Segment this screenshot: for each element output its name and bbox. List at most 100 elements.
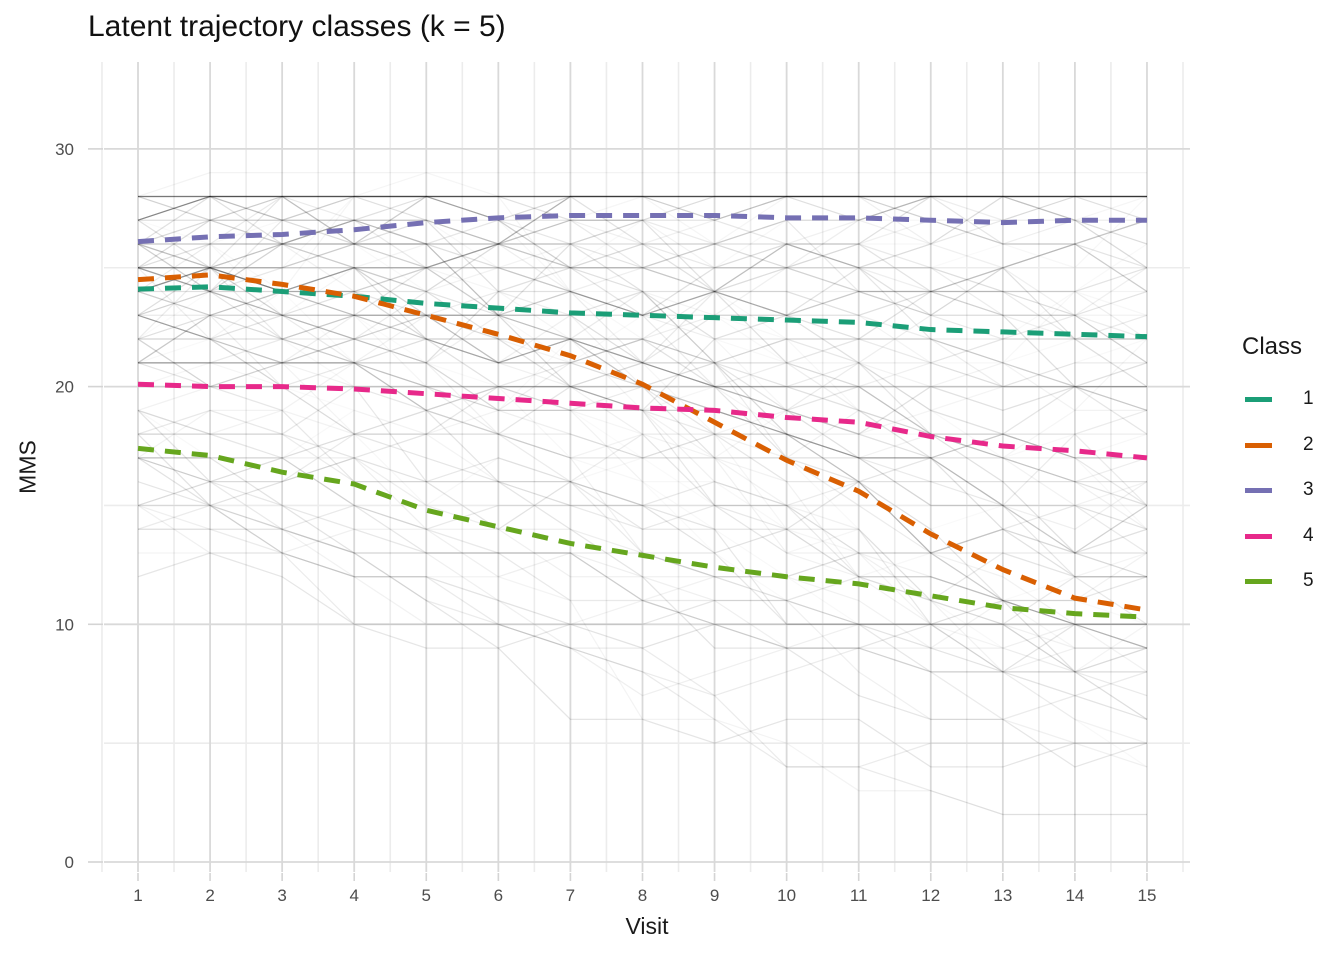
class-3-trajectory-line [137, 212, 1147, 245]
individual-trajectory [137, 338, 1148, 530]
individual-trajectory [137, 314, 1148, 507]
legend-item-class-1: 1 [1245, 388, 1314, 410]
individual-trajectory [137, 195, 1147, 221]
individual-trajectory [137, 219, 1148, 388]
x-tick-label: 11 [850, 886, 868, 905]
legend-title: Class [1242, 333, 1303, 360]
legend-label: 2 [1303, 434, 1314, 455]
legend-label: 4 [1303, 525, 1314, 546]
individual-trajectory [137, 267, 1148, 364]
individual-trajectory [137, 267, 1147, 388]
legend-key-dash-icon [1245, 578, 1272, 584]
individual-trajectory [137, 385, 1148, 554]
individual-trajectory [137, 195, 1148, 293]
individual-trajectory [138, 195, 1147, 221]
individual-trajectory [137, 219, 1148, 364]
individual-trajectory [137, 195, 1148, 340]
legend-item-class-5: 5 [1245, 570, 1314, 592]
individual-trajectory [138, 338, 1148, 554]
individual-trajectory [137, 195, 1148, 269]
class-1-trajectory-line [137, 284, 1148, 340]
individual-trajectory [138, 243, 1147, 340]
individual-trajectory [137, 195, 1148, 245]
x-tick-label: 3 [277, 886, 286, 905]
class-2-trajectory-line [137, 272, 1148, 613]
individual-trajectory [137, 409, 1148, 649]
legend-key-dash-icon [1245, 533, 1272, 539]
individual-trajectory [138, 195, 1148, 340]
individual-trajectory [137, 195, 1147, 269]
individual-trajectory [138, 195, 1148, 554]
individual-trajectory [138, 314, 1147, 388]
individual-trajectory [137, 219, 1148, 625]
individual-trajectory [138, 504, 1147, 816]
x-tick-label: 5 [422, 886, 431, 905]
legend-item-class-2: 2 [1245, 434, 1314, 456]
individual-trajectory [137, 314, 1147, 435]
individual-trajectory [137, 195, 1148, 269]
individual-trajectory [137, 338, 1147, 388]
individual-trajectory [138, 433, 1148, 554]
individual-trajectory [137, 219, 1148, 340]
individual-trajectory [137, 504, 1148, 649]
individual-trajectory [138, 195, 1148, 578]
legend-key-dash-icon [1245, 396, 1272, 402]
gridlines-major [104, 62, 1190, 872]
legend-label: 3 [1303, 479, 1314, 500]
individual-trajectory [137, 243, 1148, 340]
class-5-trajectory-line [137, 445, 1148, 620]
x-tick-label: 4 [349, 886, 358, 905]
individual-trajectory [138, 528, 1148, 649]
individual-trajectory [138, 457, 1148, 720]
individual-trajectory [137, 243, 1148, 316]
individual-trajectory [138, 362, 1148, 649]
legend-key-dash-icon [1245, 442, 1272, 448]
x-tick-label: 6 [494, 886, 503, 905]
plot-title: Latent trajectory classes (k = 5) [88, 10, 506, 43]
individual-trajectory [137, 195, 1147, 316]
individual-trajectory [138, 528, 1147, 768]
x-tick-label: 7 [566, 886, 575, 905]
y-tick-label: 10 [55, 615, 74, 634]
x-tick-label: 1 [133, 886, 142, 905]
individual-trajectory [138, 195, 1147, 269]
individual-trajectory [137, 195, 1147, 269]
individual-trajectory [138, 362, 1147, 578]
x-tick-label: 13 [993, 886, 1012, 905]
x-tick-label: 12 [921, 886, 940, 905]
individual-trajectory [137, 338, 1148, 483]
individual-trajectory [138, 195, 1148, 293]
individual-trajectory [137, 552, 1148, 649]
individual-trajectory [138, 219, 1147, 459]
individual-trajectory [137, 338, 1148, 720]
gridlines-minor [101, 62, 1190, 872]
individual-trajectory [137, 195, 1147, 269]
individual-trajectory [137, 480, 1148, 697]
individual-trajectory [137, 267, 1147, 578]
individual-trajectory [137, 172, 1147, 198]
individual-trajectory [137, 195, 1148, 317]
x-tick-label: 2 [205, 886, 214, 905]
individual-trajectory [137, 195, 1148, 293]
x-tick-label: 9 [710, 886, 719, 905]
individual-trajectory [137, 504, 1147, 697]
y-axis-title: MMS [14, 440, 41, 494]
y-tick-label: 20 [55, 378, 74, 397]
x-axis-title: Visit [625, 913, 669, 939]
individual-trajectory [137, 433, 1147, 673]
legend-label: 5 [1303, 570, 1314, 591]
x-tick-label: 14 [1065, 886, 1084, 905]
legend-label: 1 [1303, 388, 1314, 409]
individual-trajectory [137, 267, 1148, 388]
individual-trajectory [137, 195, 1147, 245]
individual-trajectory [137, 290, 1148, 530]
individual-trajectory [138, 195, 1147, 340]
individual-trajectory [138, 243, 1147, 649]
class-mean-lines [137, 212, 1148, 620]
x-tick-label: 8 [638, 886, 647, 905]
legend-item-class-4: 4 [1245, 525, 1314, 547]
individual-trajectory [137, 195, 1147, 554]
